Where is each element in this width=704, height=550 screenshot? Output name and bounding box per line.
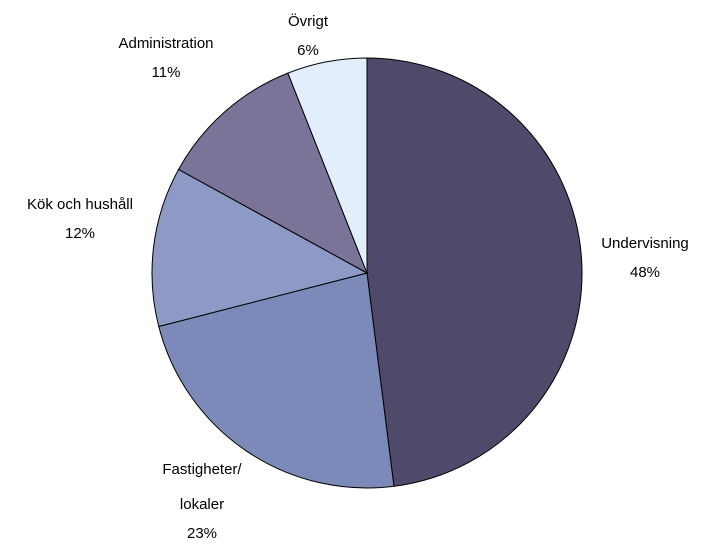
- slice-label: Fastigheter/lokaler: [162, 461, 242, 513]
- slice-value-label: 11%: [152, 64, 181, 81]
- slice-value-label: 23%: [187, 525, 217, 542]
- slice-label: Administration: [118, 35, 213, 52]
- slice-value-label: 48%: [630, 264, 660, 281]
- pie-slice: [366, 57, 583, 487]
- slice-value-label: 12%: [65, 225, 95, 242]
- slice-label: Kök och hushåll: [27, 196, 133, 213]
- pie-slice: [151, 168, 369, 328]
- slice-label: Övrigt: [288, 12, 329, 30]
- slice-label: Undervisning: [601, 235, 689, 252]
- pie-slice: [287, 57, 368, 274]
- slice-value-label: 6%: [297, 42, 319, 59]
- pie-slice: [177, 72, 368, 275]
- pie-slice: [158, 272, 395, 489]
